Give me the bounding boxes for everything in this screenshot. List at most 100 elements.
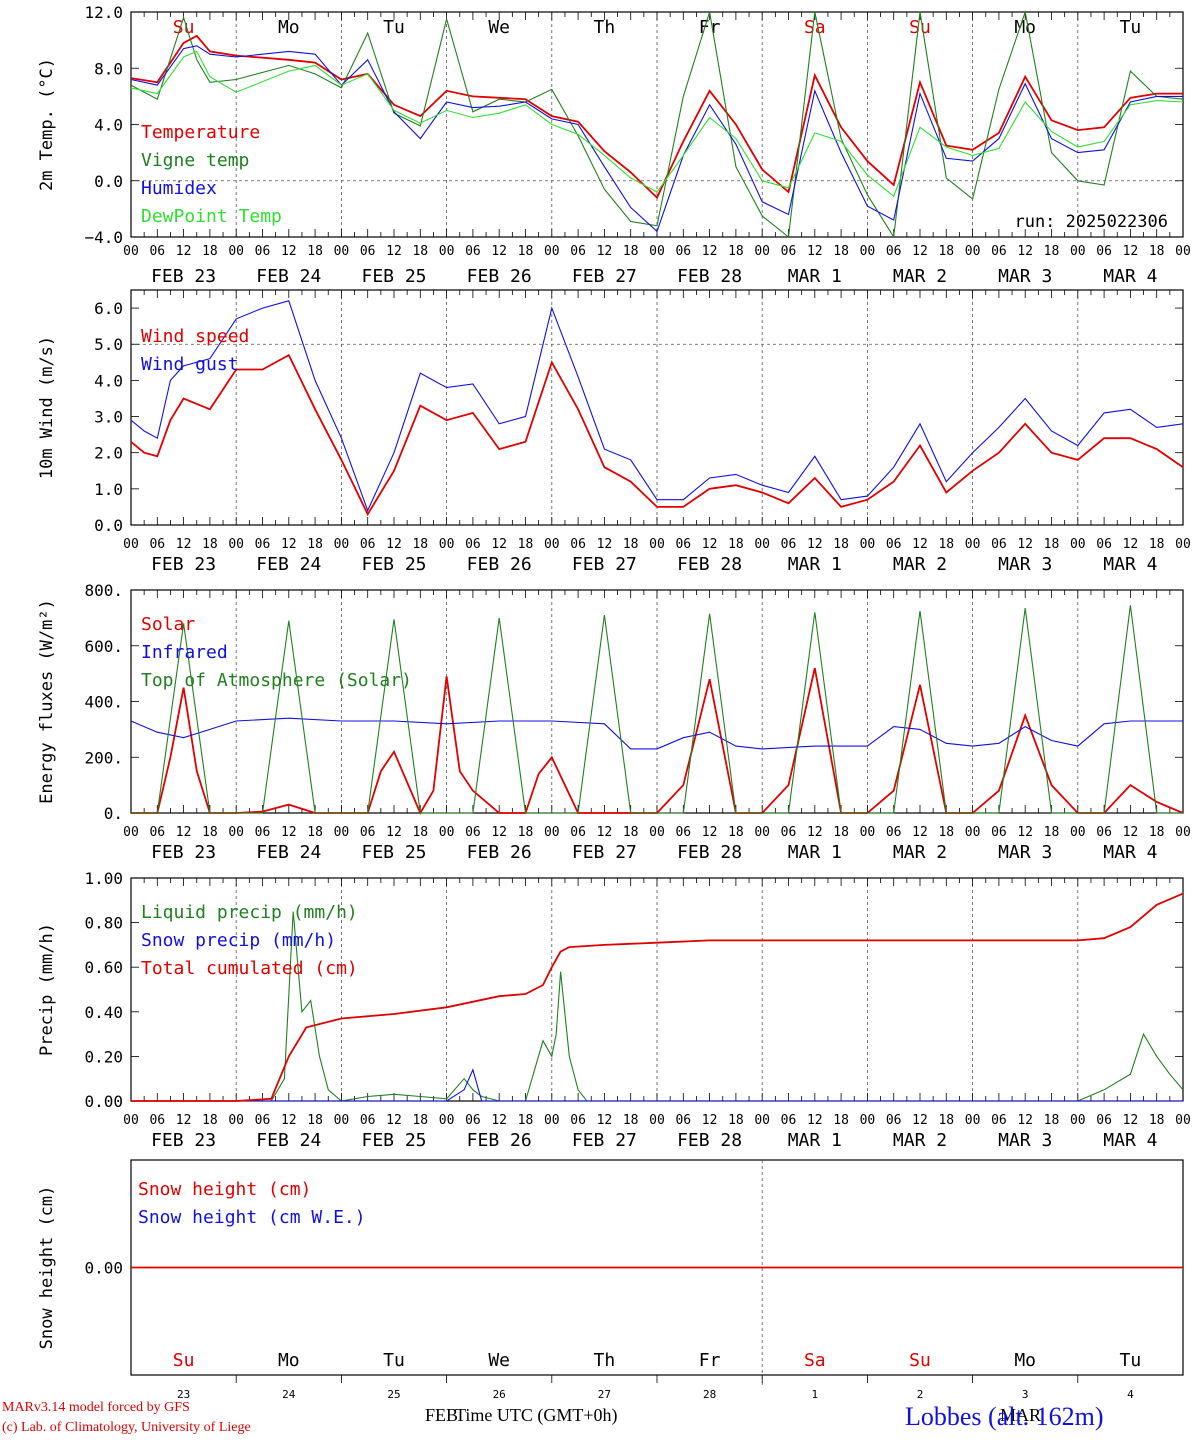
plot-frame-0 [130,11,1184,238]
hour-tick-label: 12 [807,1113,823,1128]
hour-tick-label: 12 [1017,825,1033,840]
date-label: MAR 4 [1103,554,1157,575]
date-label: MAR 3 [998,1130,1052,1151]
hour-tick-label: 18 [833,825,849,840]
hour-tick-label: 00 [544,537,560,552]
month-left-label: FEB [425,1405,459,1425]
hour-tick-label: 06 [570,244,586,259]
hour-tick-label: 00 [123,537,139,552]
hour-tick-label: 12 [702,244,718,259]
legend-entry: Top of Atmosphere (Solar) [141,670,412,691]
date-label: FEB 23 [151,266,216,287]
day-number-label: 24 [282,1388,296,1401]
hour-tick-label: 12 [702,825,718,840]
hour-tick-label: 06 [255,244,271,259]
hour-tick-label: 12 [1123,537,1139,552]
hour-tick-label: 06 [1096,537,1112,552]
hour-tick-label: 18 [412,244,428,259]
hour-tick-label: 18 [1044,825,1060,840]
weekday-label: Su [909,17,931,38]
date-label: MAR 1 [788,1130,842,1151]
hour-tick-label: 06 [465,1113,481,1128]
hour-tick-label: 12 [807,244,823,259]
hour-tick-label: 06 [1096,825,1112,840]
hour-tick-label: 12 [597,825,613,840]
hour-tick-label: 06 [360,244,376,259]
hour-tick-label: 00 [860,537,876,552]
day-number-label: 27 [598,1388,611,1401]
date-label: FEB 25 [361,1130,426,1151]
hour-tick-label: 12 [807,537,823,552]
weekday-label: Su [173,17,195,38]
weekday-label: Tu [1120,1350,1142,1371]
day-number-label: 28 [703,1388,716,1401]
hour-tick-label: 06 [886,825,902,840]
legend-entry: Vigne temp [141,150,249,171]
weekday-label: Tu [383,17,405,38]
hour-tick-label: 18 [518,1113,534,1128]
hour-tick-label: 18 [833,1113,849,1128]
hour-tick-label: 18 [728,825,744,840]
date-label: FEB 27 [572,1130,637,1151]
hour-tick-label: 12 [912,825,928,840]
hour-tick-label: 12 [912,244,928,259]
hour-tick-label: 18 [1044,1113,1060,1128]
date-label: FEB 28 [677,554,742,575]
hour-tick-label: 18 [412,537,428,552]
date-label: FEB 25 [361,266,426,287]
hour-tick-label: 00 [1175,825,1191,840]
hour-tick-label: 00 [649,1113,665,1128]
day-number-label: 23 [177,1388,190,1401]
hour-tick-label: 00 [123,244,139,259]
hour-tick-label: 00 [544,825,560,840]
y-tick-label: 200. [84,748,123,767]
hour-tick-label: 12 [281,825,297,840]
date-label: MAR 4 [1103,266,1157,287]
hour-tick-label: 00 [1070,537,1086,552]
legend-entry: DewPoint Temp [141,206,282,227]
day-number-label: 3 [1022,1388,1029,1401]
series-line-vigne-temp [130,9,1184,239]
weekday-label: Mo [278,17,300,38]
legend-entry: Snow height (cm) [138,1179,311,1200]
y-tick-label: 8.0 [94,59,123,78]
y-axis-title: Energy fluxes (W/m²) [37,599,57,804]
hour-tick-label: 18 [518,537,534,552]
hour-tick-label: 18 [938,244,954,259]
day-number-label: 25 [387,1388,400,1401]
hour-tick-label: 00 [860,244,876,259]
hour-tick-label: 06 [781,1113,797,1128]
hour-tick-label: 18 [938,825,954,840]
weekday-label: Fr [699,1350,721,1371]
day-number-label: 4 [1127,1388,1134,1401]
hour-tick-label: 06 [465,537,481,552]
x-axis-title: Time UTC (GMT+0h) [455,1405,618,1425]
day-number-label: 1 [811,1388,818,1401]
hour-tick-label: 06 [255,1113,271,1128]
date-label: MAR 3 [998,554,1052,575]
y-tick-label: 4.0 [94,371,123,390]
hour-tick-label: 12 [491,244,507,259]
month-right-label: MAR [1000,1405,1042,1425]
hour-tick-label: 12 [386,244,402,259]
hour-tick-label: 00 [123,825,139,840]
weekday-label: Mo [1014,17,1036,38]
hour-tick-label: 00 [1175,244,1191,259]
hour-tick-label: 00 [649,244,665,259]
y-tick-label: 0.60 [84,958,123,977]
weekday-label: We [488,17,510,38]
hour-tick-label: 06 [255,537,271,552]
y-axis-title: 2m Temp. (°C) [37,58,57,191]
hour-tick-label: 06 [1096,1113,1112,1128]
hour-tick-label: 06 [991,825,1007,840]
hour-tick-label: 06 [149,244,165,259]
hour-tick-label: 00 [860,1113,876,1128]
y-tick-label: 6.0 [94,299,123,318]
date-label: FEB 24 [256,266,321,287]
hour-tick-label: 00 [544,1113,560,1128]
hour-tick-label: 18 [938,1113,954,1128]
series-line-liquid-precip-mm-h- [131,911,1184,1102]
date-label: FEB 28 [677,842,742,863]
day-number-label: 2 [917,1388,924,1401]
